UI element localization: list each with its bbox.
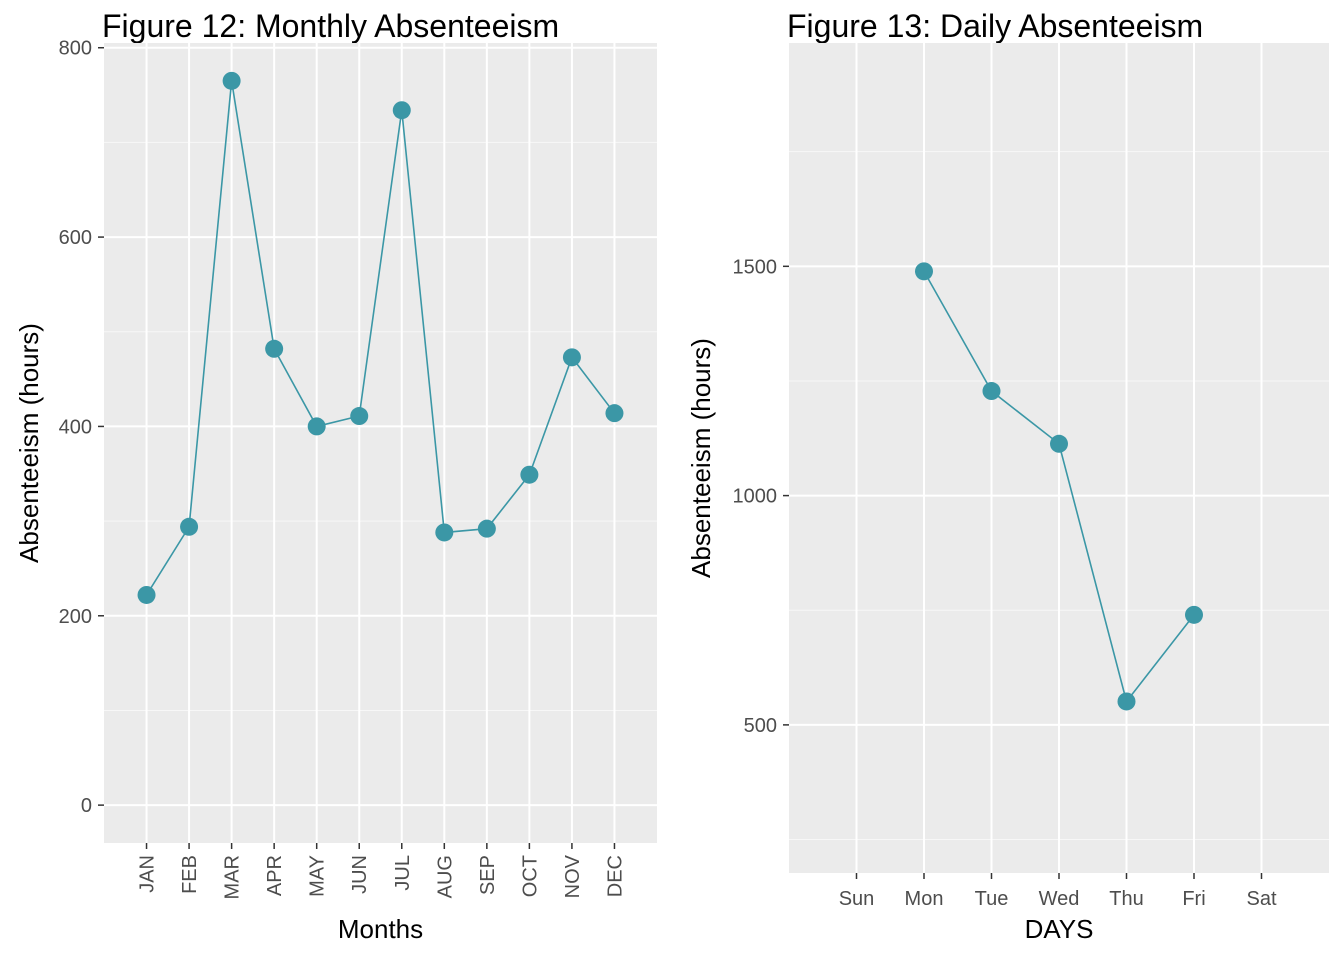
y-tick-label: 800 [59,38,92,60]
x-tick-label: Wed [1039,888,1080,910]
x-tick-label: MAR [222,855,244,899]
series-line [145,80,616,596]
x-tick-label: AUG [434,855,456,898]
daily-absenteeism-chart: 500 1000 1500 Sun Mon Tue Wed Thu Fri Sat DAYS Abse… [686,43,1329,944]
x-tick-label: Fri [1182,888,1205,910]
data-point-aug [435,523,454,542]
data-point-fri [1185,605,1203,624]
data-point-jan [137,585,156,604]
data-point-jul [392,101,411,120]
x-tick-label: Mon [905,888,944,910]
x-tick-label: JUN [349,855,371,894]
x-tick-label: NOV [562,854,584,898]
data-point-feb [180,517,199,536]
plot-panel [104,43,657,843]
y-tick-label: 400 [59,416,92,438]
data-point-tue [982,382,1001,401]
x-tick-label: Thu [1109,888,1143,910]
data-point-may [307,417,326,436]
x-tick-label: JUL [392,855,414,891]
y-tick-label: 0 [81,795,92,817]
monthly-absenteeism-chart: 0 200 400 600 800 JAN FEB MAR APR MAY JUN JUL AUG SEP… [14,38,657,944]
y-axis-title: Absenteeism (hours) [686,338,716,578]
x-tick-label: Sat [1246,888,1276,910]
x-tick-label: MAY [307,855,329,897]
data-point-mon [915,262,933,281]
x-tick-label: SEP [477,855,499,895]
data-point-dec [605,404,624,423]
x-axis-title: DAYS [1025,914,1094,944]
data-point-sep [477,519,496,538]
x-tick-label: APR [264,855,286,896]
y-axis-title: Absenteeism (hours) [14,323,44,563]
data-point-nov [562,348,581,367]
data-point-apr [265,339,284,358]
data-point-jun [350,407,369,426]
y-tick-label: 1000 [733,486,778,508]
chart-title-monthly: Figure 12: Monthly Absenteeism [102,8,560,44]
y-tick-label: 600 [59,227,92,249]
chart-title-daily: Figure 13: Daily Absenteeism [787,8,1204,44]
y-tick-label: 200 [59,606,92,628]
x-tick-label: DEC [604,855,626,897]
data-point-wed [1050,434,1068,453]
data-point-thu [1117,692,1136,711]
x-tick-label: JAN [137,855,159,893]
data-point-oct [520,465,539,484]
x-axis-title: Months [338,914,423,944]
y-tick-label: 500 [744,715,777,737]
x-tick-label: Tue [975,888,1009,910]
data-point-mar [222,71,241,90]
y-tick-label: 1500 [733,256,778,278]
x-tick-label: Sun [839,888,875,910]
x-tick-label: FEB [179,855,201,894]
x-tick-label: OCT [519,855,541,897]
